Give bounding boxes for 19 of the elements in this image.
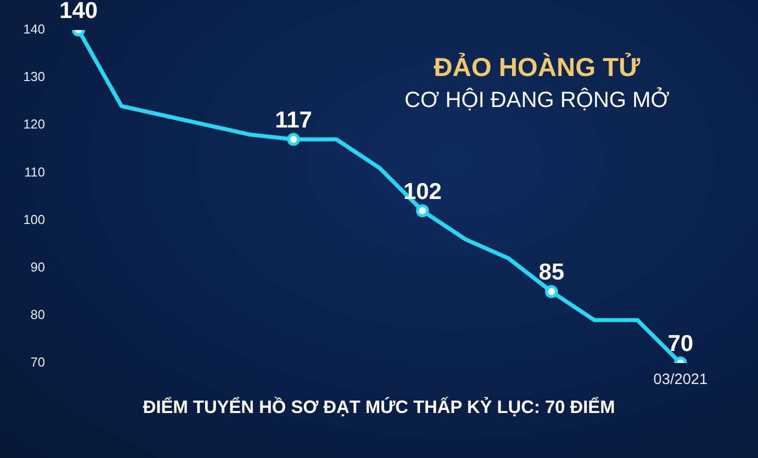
data-label: 140 xyxy=(59,0,98,23)
point xyxy=(287,132,300,146)
data-label: 85 xyxy=(538,258,564,285)
y-tick-label: 140 xyxy=(23,22,45,37)
y-tick-label: 120 xyxy=(23,116,45,132)
y-tick-label: 100 xyxy=(23,212,45,227)
point xyxy=(416,204,429,218)
x-tick-label: 03/2021 xyxy=(653,371,708,388)
text: ĐẢO HOÀNG TỬ xyxy=(432,52,642,83)
data-label: 117 xyxy=(274,106,312,132)
data-label: 102 xyxy=(403,178,442,204)
y-tick-label: 90 xyxy=(30,259,45,274)
text: CƠ HỘI ĐANG RỘNG MỞ xyxy=(403,87,671,113)
text: ĐIỂM TUYỂN HỒ SƠ ĐẠT MỨC THẤP KỶ LỤC: 70 ĐIỂM xyxy=(142,397,616,418)
y-tick-label: 80 xyxy=(30,307,45,322)
data-label: 70 xyxy=(668,330,694,356)
y-tick-label: 110 xyxy=(24,164,45,180)
y-tick-label: 70 xyxy=(30,354,45,370)
y-tick-label: 130 xyxy=(23,69,45,84)
